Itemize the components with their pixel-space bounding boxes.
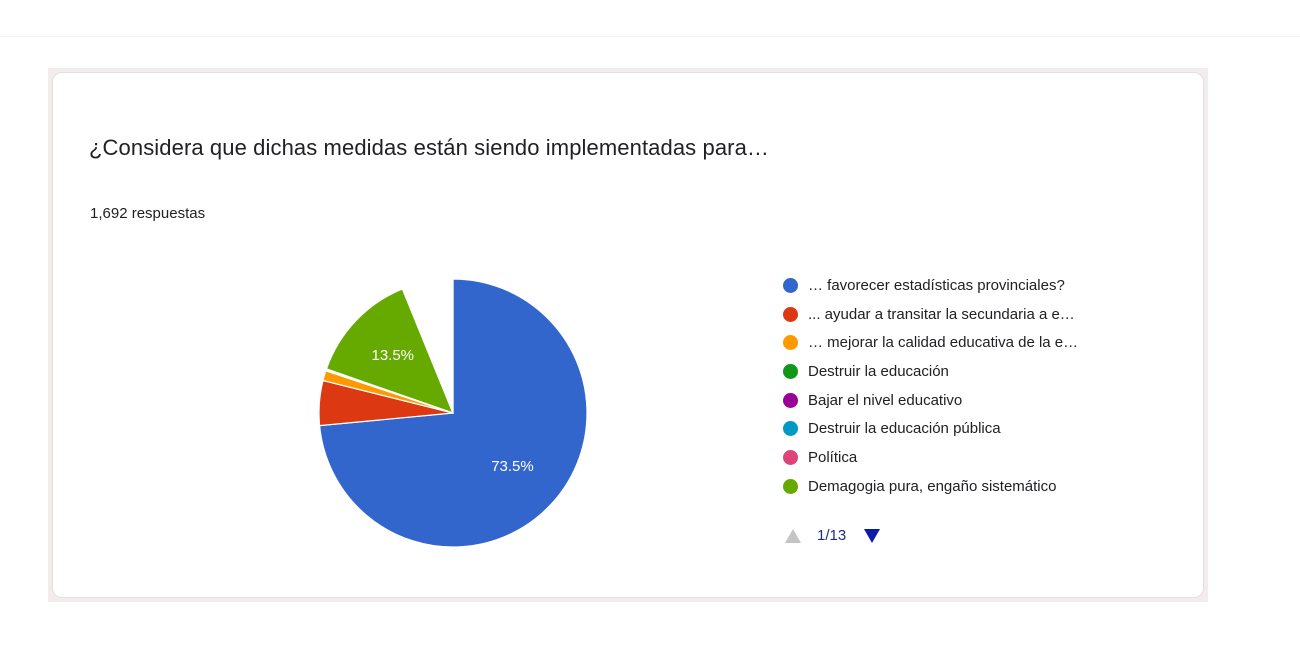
top-divider	[0, 36, 1300, 37]
legend-color-dot	[783, 335, 798, 351]
legend-label: … mejorar la calidad educativa de la e…	[808, 334, 1079, 352]
legend-prev-page-icon[interactable]	[785, 528, 801, 543]
pie-slice-label: 73.5%	[491, 458, 534, 475]
legend-next-page-icon[interactable]	[864, 528, 881, 543]
legend-color-dot	[783, 277, 798, 293]
pie-chart-svg: 73.5% 13.5%	[318, 278, 588, 548]
response-card-frame: ¿Considera que dichas medidas están sien…	[48, 68, 1208, 602]
pie-chart: 73.5% 13.5%	[313, 273, 593, 553]
legend-item[interactable]: Política	[783, 443, 1163, 472]
legend-label: … favorecer estadísticas provinciales?	[808, 276, 1065, 294]
legend-list: … favorecer estadísticas provinciales?..…	[783, 271, 1163, 501]
legend-item[interactable]: Destruir la educación	[783, 357, 1163, 386]
legend-color-dot	[783, 478, 798, 494]
legend-color-dot	[783, 363, 798, 379]
legend-item[interactable]: Demagogia pura, engaño sistemático	[783, 472, 1163, 501]
legend-label: Bajar el nivel educativo	[808, 391, 963, 409]
legend-label: Destruir la educación	[808, 362, 949, 380]
pie-slice[interactable]	[325, 288, 455, 415]
question-title: ¿Considera que dichas medidas están sien…	[89, 135, 770, 160]
legend-label: ... ayudar a transitar la secundaria a e…	[808, 305, 1075, 323]
legend-label: Política	[808, 448, 858, 466]
legend-item[interactable]: Destruir la educación pública	[783, 414, 1163, 443]
chart-legend: … favorecer estadísticas provinciales?..…	[783, 271, 1163, 501]
pie-slice-label: 13.5%	[371, 347, 414, 364]
legend-pager: 1/13	[785, 527, 881, 544]
legend-label: Destruir la educación pública	[808, 420, 1001, 438]
pie-slice[interactable]	[401, 278, 454, 414]
legend-color-dot	[783, 421, 798, 437]
legend-item[interactable]: … mejorar la calidad educativa de la e…	[783, 328, 1163, 357]
legend-label: Demagogia pura, engaño sistemático	[808, 477, 1057, 495]
response-card: ¿Considera que dichas medidas están sien…	[52, 72, 1204, 598]
legend-color-dot	[783, 306, 798, 322]
legend-color-dot	[783, 449, 798, 465]
legend-page-indicator: 1/13	[817, 527, 847, 544]
response-count: 1,692 respuestas	[90, 205, 206, 222]
legend-item[interactable]: Bajar el nivel educativo	[783, 386, 1163, 415]
legend-color-dot	[783, 392, 798, 408]
legend-item[interactable]: … favorecer estadísticas provinciales?	[783, 271, 1163, 300]
legend-item[interactable]: ... ayudar a transitar la secundaria a e…	[783, 300, 1163, 329]
